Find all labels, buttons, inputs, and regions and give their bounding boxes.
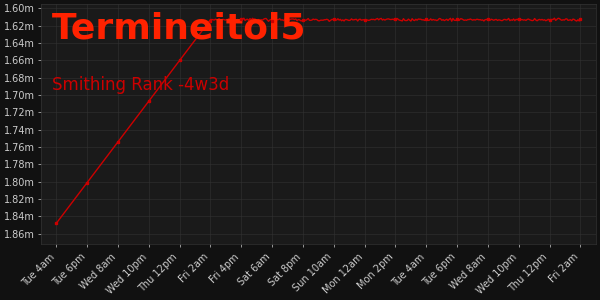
Text: Termineitol5: Termineitol5 <box>52 11 307 45</box>
Text: Smithing Rank -4w3d: Smithing Rank -4w3d <box>52 76 229 94</box>
